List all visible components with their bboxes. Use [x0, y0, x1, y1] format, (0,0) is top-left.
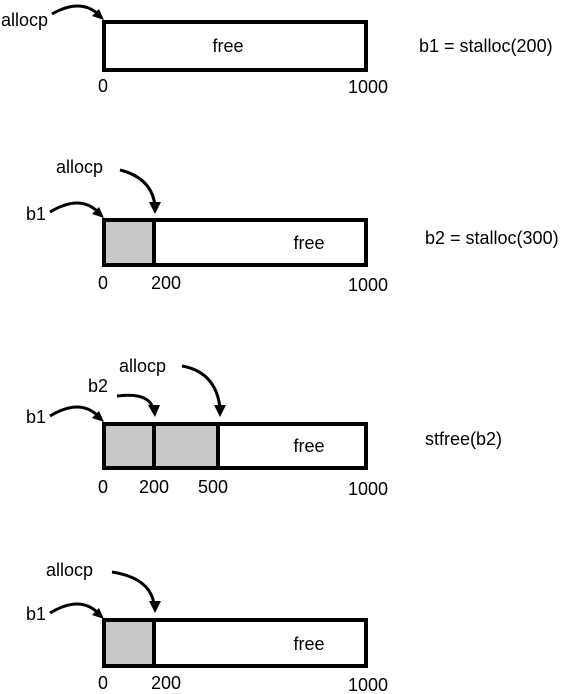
operation-caption: stfree(b2): [425, 429, 502, 449]
free-label: free: [293, 634, 324, 654]
pointer-allocp: allocp: [1, 10, 48, 30]
pointer-b1: b1: [26, 204, 46, 224]
allocated-block-b1: [102, 618, 156, 668]
tick-1000: 1000: [348, 275, 388, 295]
operation-caption: b1 = stalloc(200): [419, 36, 553, 56]
tick-200: 200: [139, 477, 169, 497]
tick-1000: 1000: [348, 77, 388, 97]
allocp-arrow: [51, 4, 99, 16]
allocp-arrowhead: [149, 202, 161, 214]
tick-1000: 1000: [348, 675, 388, 694]
free-label: free: [293, 233, 324, 253]
b1-arrow: [49, 201, 100, 214]
panel-1: free allocp 0 1000 b1 = stalloc(200): [1, 4, 553, 97]
tick-200: 200: [151, 273, 181, 293]
pointer-b1: b1: [26, 604, 46, 624]
pointer-allocp: allocp: [56, 157, 103, 177]
free-label: free: [293, 436, 324, 456]
b1-arrow: [49, 405, 100, 418]
allocp-arrow: [181, 364, 222, 409]
operation-caption: b2 = stalloc(300): [425, 228, 559, 248]
tick-0: 0: [98, 76, 108, 96]
allocp-arrow: [111, 570, 156, 605]
memory-block: [102, 20, 368, 72]
free-label: free: [212, 36, 243, 56]
tick-0: 0: [98, 273, 108, 293]
allocated-block-b1: [102, 218, 156, 267]
pointer-allocp: allocp: [46, 560, 93, 580]
pointer-allocp: allocp: [119, 356, 166, 376]
b2-arrow: [116, 393, 155, 409]
b1-arrow: [49, 602, 100, 615]
b1-arrowhead: [92, 411, 104, 422]
allocated-block-b1: [102, 422, 156, 470]
allocp-arrowhead: [214, 405, 226, 417]
pointer-b2: b2: [88, 376, 108, 396]
allocp-arrowhead: [92, 9, 104, 20]
allocp-arrowhead: [149, 601, 161, 613]
panel-2: free allocp b1 0 200 1000 b2 = stalloc(3…: [26, 157, 559, 295]
b1-arrowhead: [92, 608, 104, 619]
tick-0: 0: [98, 477, 108, 497]
b2-arrowhead: [148, 405, 160, 417]
panel-3: free allocp b2 b1 0 200 500 1000 stfree(…: [26, 356, 502, 499]
tick-1000: 1000: [348, 479, 388, 499]
tick-0: 0: [98, 673, 108, 693]
allocp-arrow: [119, 168, 157, 207]
tick-200: 200: [151, 673, 181, 693]
allocated-block-b2: [152, 422, 220, 470]
pointer-b1: b1: [26, 407, 46, 427]
b1-arrowhead: [92, 207, 104, 218]
tick-500: 500: [198, 477, 228, 497]
panel-4: free allocp b1 0 200 1000: [26, 560, 388, 694]
